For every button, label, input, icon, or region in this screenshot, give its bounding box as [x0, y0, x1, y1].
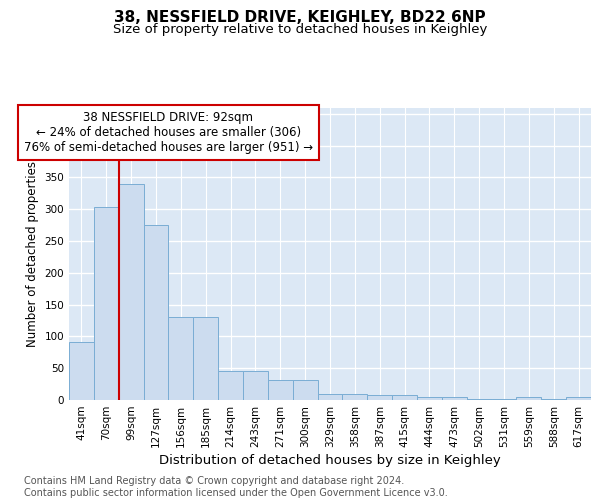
- Bar: [317, 394, 343, 400]
- Bar: [442, 397, 467, 400]
- Bar: [69, 342, 94, 400]
- Bar: [94, 208, 119, 400]
- Bar: [169, 316, 193, 400]
- Text: 38 NESSFIELD DRIVE: 92sqm
← 24% of detached houses are smaller (306)
76% of semi: 38 NESSFIELD DRIVE: 92sqm ← 24% of detac…: [24, 110, 313, 154]
- Bar: [517, 398, 541, 400]
- Bar: [143, 224, 169, 400]
- Bar: [367, 395, 392, 400]
- Bar: [119, 184, 143, 400]
- Bar: [243, 371, 268, 400]
- Bar: [417, 397, 442, 400]
- X-axis label: Distribution of detached houses by size in Keighley: Distribution of detached houses by size …: [159, 454, 501, 467]
- Bar: [293, 380, 317, 400]
- Bar: [193, 316, 218, 400]
- Bar: [392, 395, 417, 400]
- Y-axis label: Number of detached properties: Number of detached properties: [26, 161, 39, 347]
- Bar: [218, 371, 243, 400]
- Text: 38, NESSFIELD DRIVE, KEIGHLEY, BD22 6NP: 38, NESSFIELD DRIVE, KEIGHLEY, BD22 6NP: [114, 10, 486, 25]
- Bar: [343, 394, 367, 400]
- Bar: [566, 398, 591, 400]
- Text: Contains HM Land Registry data © Crown copyright and database right 2024.
Contai: Contains HM Land Registry data © Crown c…: [24, 476, 448, 498]
- Text: Size of property relative to detached houses in Keighley: Size of property relative to detached ho…: [113, 22, 487, 36]
- Bar: [268, 380, 293, 400]
